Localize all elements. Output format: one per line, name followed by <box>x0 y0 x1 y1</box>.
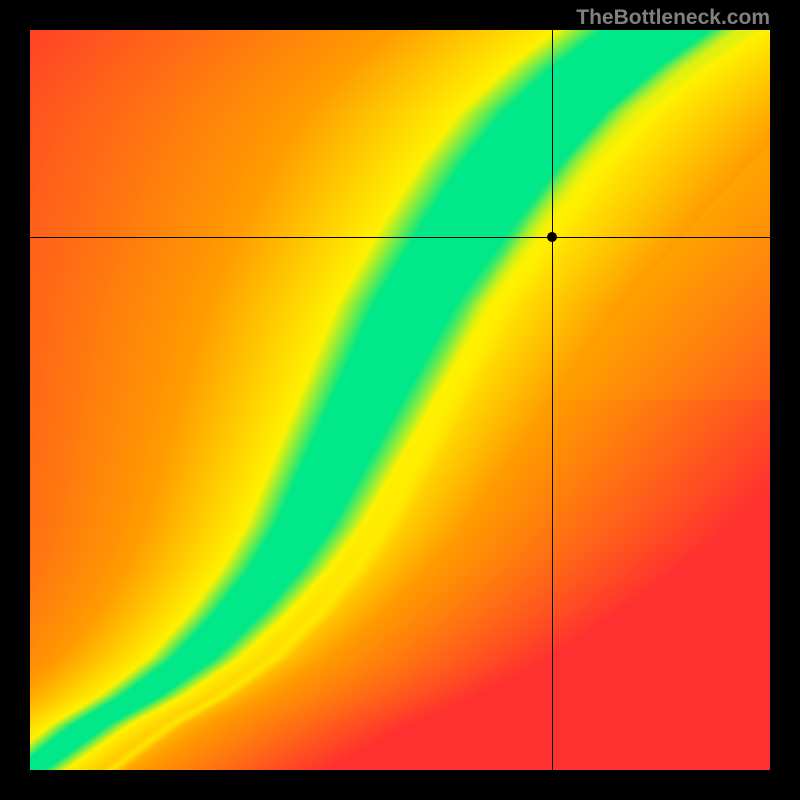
chart-container: TheBottleneck.com <box>0 0 800 800</box>
crosshair-vertical <box>552 30 553 770</box>
heatmap-plot <box>30 30 770 770</box>
crosshair-marker <box>547 232 557 242</box>
heatmap-canvas <box>30 30 770 770</box>
watermark-text: TheBottleneck.com <box>576 6 770 30</box>
crosshair-horizontal <box>30 237 770 238</box>
